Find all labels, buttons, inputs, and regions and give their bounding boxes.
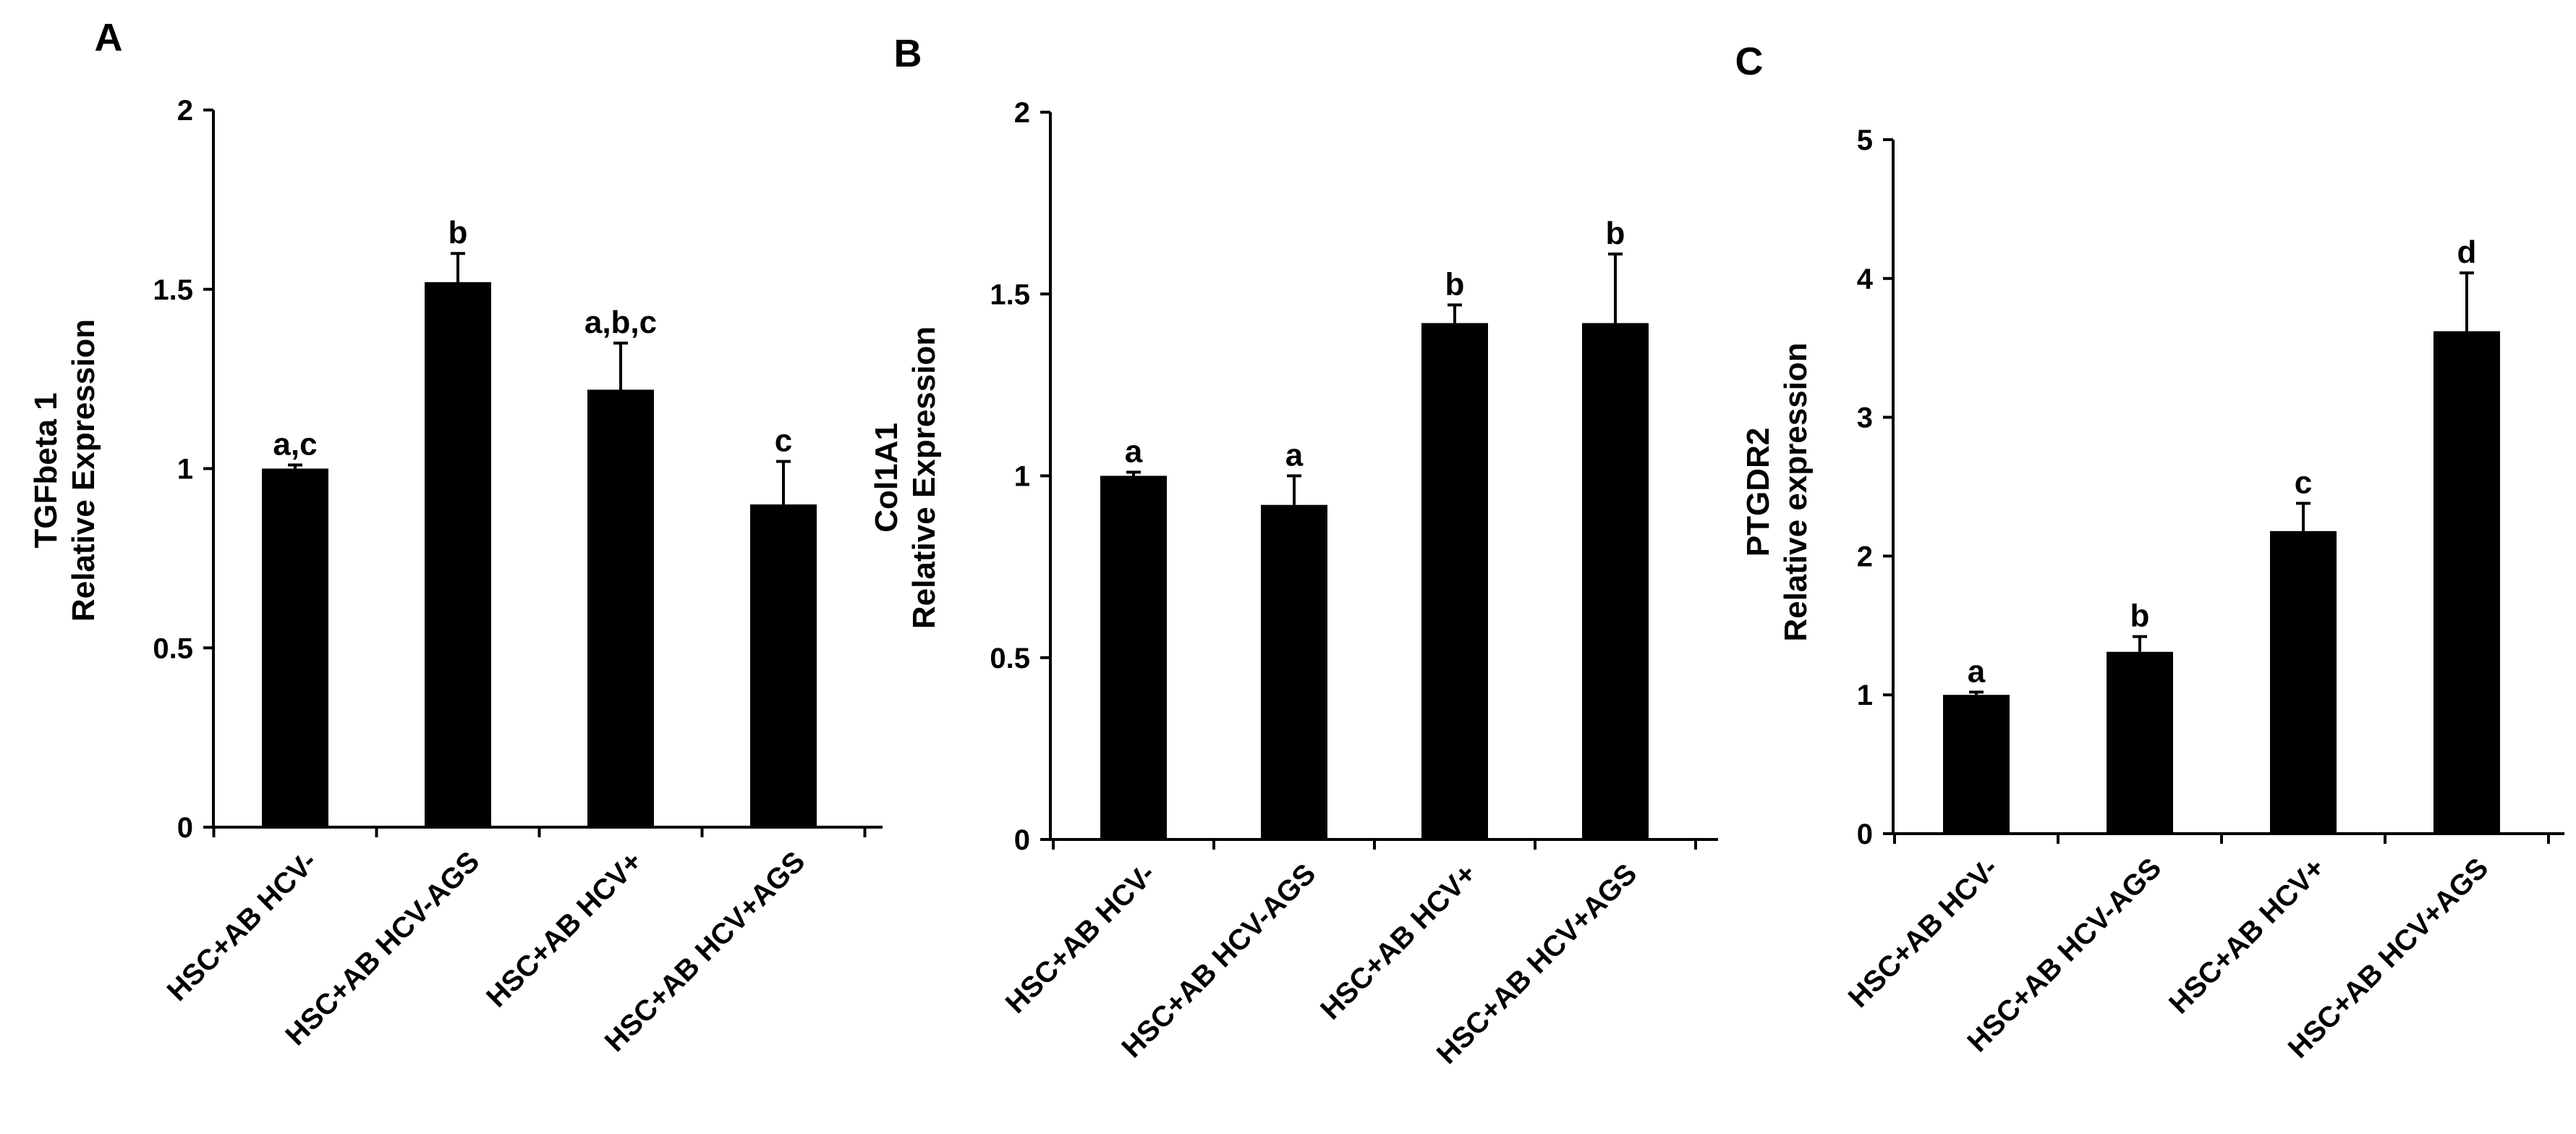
y-tick-label: 0 [1857, 818, 1873, 850]
bar [1261, 504, 1327, 839]
bar [2107, 651, 2173, 834]
y-tick-label: 1 [177, 454, 193, 486]
panel-c: C 0 1 2 3 4 5 PTGDR2 Relative expression a HSC+AB … [1735, 40, 2564, 1065]
bar [2433, 331, 2500, 834]
bar [587, 389, 654, 827]
bar [2270, 530, 2337, 834]
y-tick-label: 0 [177, 812, 193, 844]
y-axis-label-line: Relative Expression [66, 319, 101, 622]
y-tick-label: 0 [1014, 824, 1030, 856]
y-axis-label-line: PTGDR2 [1740, 428, 1776, 557]
x-category-label: HSC+AB HCV+ [1314, 858, 1482, 1025]
significance-label: a [1968, 653, 1986, 689]
y-tick-label: 2 [1857, 541, 1873, 572]
panel-letter: A [95, 16, 123, 59]
y-tick-label: 4 [1857, 263, 1874, 295]
y-axis-label-line: Relative expression [1778, 342, 1814, 641]
x-category-label: HSC+AB HCV+ [2163, 852, 2331, 1020]
y-axis-label-line: Relative Expression [906, 326, 942, 629]
x-category-label: HSC+AB HCV- [1000, 858, 1162, 1020]
panel-letter: C [1735, 40, 1764, 83]
bar [425, 282, 491, 828]
y-tick-label: 3 [1857, 402, 1873, 434]
significance-label: c [775, 423, 792, 459]
bar [1100, 475, 1167, 839]
bar [1943, 695, 2010, 834]
significance-label: b [449, 215, 468, 250]
x-category-label: HSC+AB HCV- [1842, 852, 2005, 1014]
y-tick-label: 2 [1014, 97, 1030, 129]
y-axis-label-line: Col1A1 [869, 423, 904, 533]
significance-label: a,c [273, 427, 317, 462]
significance-label: c [2295, 465, 2312, 501]
panel-b: B 0 0.5 1 1.5 2 Col1A1 Relative Expression a HSC+… [869, 32, 1718, 1070]
significance-label: b [1445, 266, 1465, 302]
bar [1582, 323, 1649, 839]
y-tick-label: 1 [1014, 461, 1030, 493]
significance-label: b [2130, 598, 2150, 634]
bar [750, 504, 817, 827]
bar [1421, 323, 1488, 839]
significance-label: a [1285, 438, 1304, 473]
panel-a: A 0 0.5 1 1.5 2 TGFbeta 1 Relative Expression a,… [28, 16, 883, 1058]
y-tick-label: 0.5 [153, 632, 193, 664]
x-category-label: HSC+AB HCV+ [480, 845, 648, 1013]
bar [262, 468, 328, 827]
y-axis-label-line: TGFbeta 1 [28, 392, 64, 548]
significance-label: b [1606, 216, 1625, 251]
significance-label: d [2457, 234, 2477, 270]
y-tick-label: 1 [1857, 680, 1873, 711]
y-tick-label: 2 [177, 95, 193, 127]
significance-label: a [1125, 433, 1143, 469]
y-tick-label: 1.5 [990, 279, 1030, 310]
y-tick-label: 0.5 [990, 643, 1030, 674]
x-category-label: HSC+AB HCV- [161, 845, 323, 1007]
significance-label: a,b,c [585, 305, 657, 340]
y-tick-label: 1.5 [153, 274, 193, 306]
panel-letter: B [894, 32, 922, 75]
y-tick-label: 5 [1857, 124, 1873, 156]
